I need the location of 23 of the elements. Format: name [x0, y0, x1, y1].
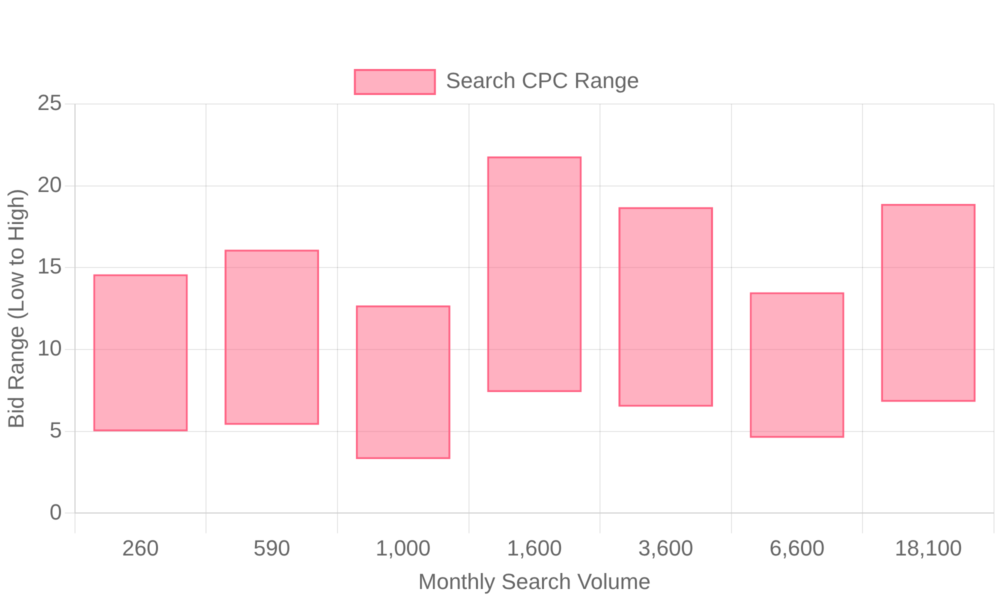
bar [356, 305, 450, 460]
bar [93, 274, 188, 432]
x-tick-label: 590 [253, 535, 290, 560]
y-tick-label: 10 [37, 336, 62, 361]
y-tick-label: 25 [37, 90, 62, 116]
x-tick-label: 260 [122, 535, 159, 560]
x-tick-label: 1,000 [376, 535, 431, 560]
bar [224, 250, 320, 425]
bar [487, 156, 582, 392]
y-tick-label: 15 [37, 254, 62, 279]
y-tick-label: 5 [50, 417, 62, 442]
x-tick-label: 1,600 [506, 535, 562, 560]
y-tick-label: 0 [50, 499, 62, 524]
x-tick-label: 3,600 [638, 535, 694, 560]
x-tick-label: 6,600 [770, 535, 825, 560]
x-tick-label: 18,100 [894, 535, 962, 560]
bar [750, 292, 844, 438]
x-axis-title: Monthly Search Volume [418, 568, 651, 594]
y-axis-title: Bid Range (Low to High) [3, 188, 28, 428]
bar [881, 204, 976, 402]
bar [618, 207, 714, 407]
y-tick-label: 20 [37, 172, 62, 197]
legend-label: Search CPC Range [446, 68, 640, 94]
